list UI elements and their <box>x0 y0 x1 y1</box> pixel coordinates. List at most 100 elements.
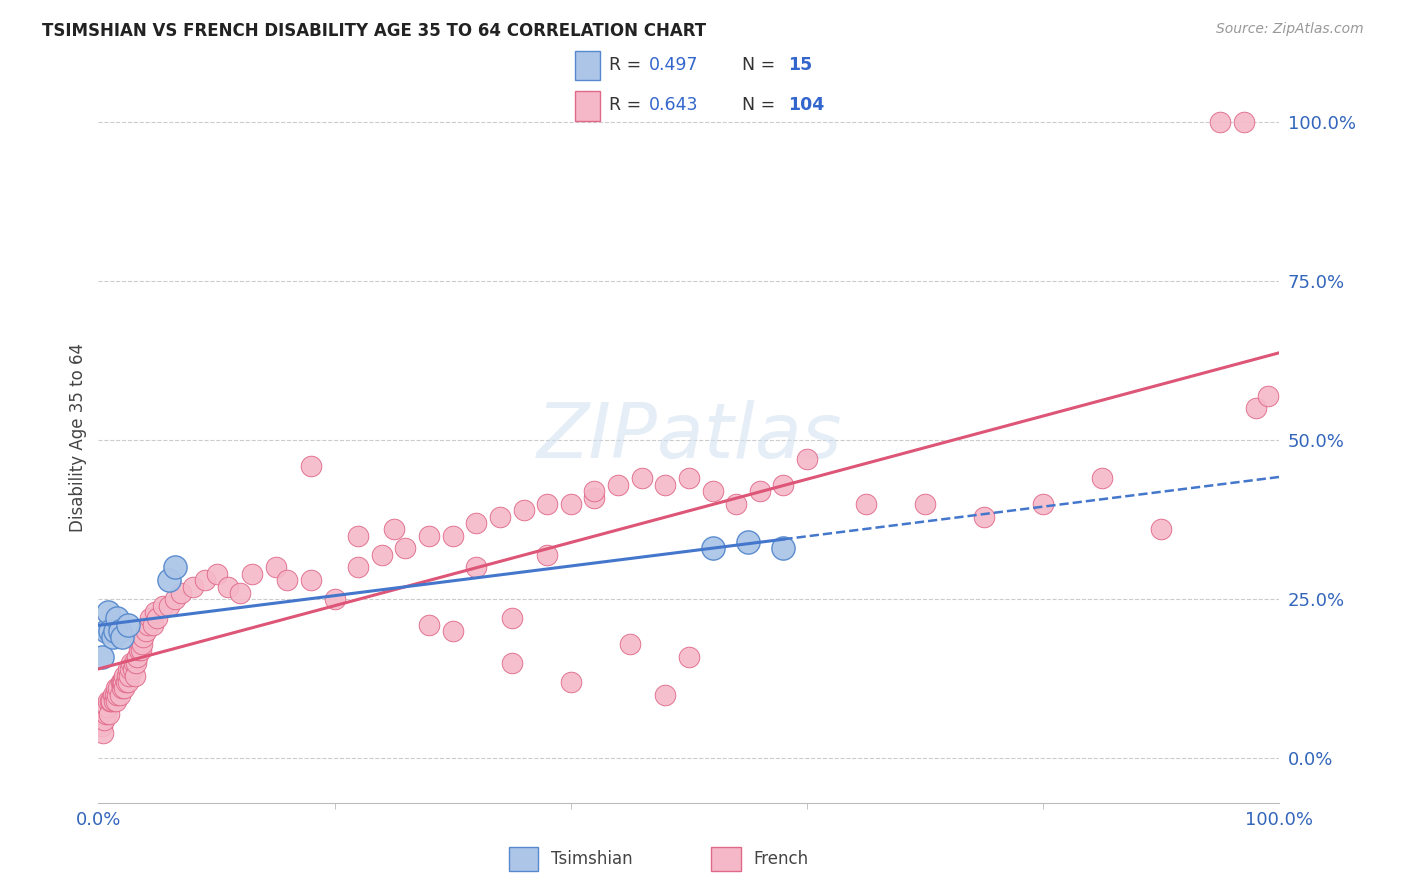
Point <box>702 541 724 556</box>
Point <box>115 668 138 682</box>
Point <box>229 586 252 600</box>
Point <box>142 617 165 632</box>
FancyBboxPatch shape <box>575 91 599 120</box>
Point <box>136 617 159 632</box>
Point <box>512 503 534 517</box>
Point <box>112 675 135 690</box>
Text: 15: 15 <box>789 56 813 74</box>
Text: French: French <box>754 849 808 868</box>
Point <box>98 624 121 638</box>
Point <box>1257 389 1279 403</box>
FancyBboxPatch shape <box>509 847 538 871</box>
Point <box>165 592 187 607</box>
Point <box>124 668 146 682</box>
Point <box>121 662 143 676</box>
Point <box>418 529 440 543</box>
Point <box>170 586 193 600</box>
Point <box>441 529 464 543</box>
Point <box>264 560 287 574</box>
Point <box>117 662 139 676</box>
Point <box>112 668 135 682</box>
Point <box>146 611 169 625</box>
FancyBboxPatch shape <box>711 847 741 871</box>
Point <box>112 681 135 696</box>
Text: R =: R = <box>609 96 647 114</box>
Point <box>276 573 298 587</box>
Point <box>737 535 759 549</box>
Text: Tsimshian: Tsimshian <box>551 849 633 868</box>
Point <box>125 656 148 670</box>
Point <box>382 522 405 536</box>
Point <box>98 694 121 708</box>
Point <box>108 624 131 638</box>
Point <box>103 694 125 708</box>
Point <box>139 611 162 625</box>
Point <box>131 637 153 651</box>
Point <box>299 573 322 587</box>
Point <box>105 611 128 625</box>
Point <box>157 599 180 613</box>
Point <box>465 516 488 530</box>
Point <box>181 580 204 594</box>
Point <box>619 637 641 651</box>
Text: 104: 104 <box>789 96 824 114</box>
Point <box>501 611 523 625</box>
Point <box>630 471 652 485</box>
Point <box>1244 401 1267 416</box>
Point <box>101 631 124 645</box>
Point <box>418 617 440 632</box>
Point <box>114 675 136 690</box>
Point <box>772 541 794 556</box>
Point <box>1091 471 1114 485</box>
Point <box>748 484 770 499</box>
Point <box>110 675 132 690</box>
Point <box>128 643 150 657</box>
Text: R =: R = <box>609 56 647 74</box>
Point <box>120 662 142 676</box>
Point <box>583 484 606 499</box>
Point <box>441 624 464 638</box>
Point <box>973 509 995 524</box>
Point <box>100 694 122 708</box>
Point <box>347 560 370 574</box>
Point <box>105 681 128 696</box>
Point <box>143 605 166 619</box>
Point <box>536 497 558 511</box>
Text: N =: N = <box>742 56 780 74</box>
Point <box>855 497 877 511</box>
Point <box>772 477 794 491</box>
Point <box>702 484 724 499</box>
Point <box>107 681 129 696</box>
Point <box>108 688 131 702</box>
Point <box>560 497 582 511</box>
Point <box>194 573 217 587</box>
Point <box>132 631 155 645</box>
Text: N =: N = <box>742 96 780 114</box>
Point <box>117 675 139 690</box>
Point <box>93 713 115 727</box>
Point <box>157 573 180 587</box>
Point <box>678 649 700 664</box>
Point <box>111 675 134 690</box>
Point <box>152 599 174 613</box>
FancyBboxPatch shape <box>575 51 599 80</box>
Point <box>394 541 416 556</box>
Point <box>489 509 512 524</box>
Point <box>105 694 128 708</box>
Point <box>117 617 139 632</box>
Point <box>104 624 127 638</box>
Text: ZIPatlas: ZIPatlas <box>536 401 842 474</box>
Text: Source: ZipAtlas.com: Source: ZipAtlas.com <box>1216 22 1364 37</box>
Point <box>121 656 143 670</box>
Point <box>97 694 120 708</box>
Point <box>323 592 346 607</box>
Point <box>1233 115 1256 129</box>
Point <box>914 497 936 511</box>
Point <box>217 580 239 594</box>
Point <box>607 477 630 491</box>
Point <box>240 566 263 581</box>
Point <box>104 688 127 702</box>
Text: 0.643: 0.643 <box>650 96 699 114</box>
Point <box>654 688 676 702</box>
Point <box>205 566 228 581</box>
